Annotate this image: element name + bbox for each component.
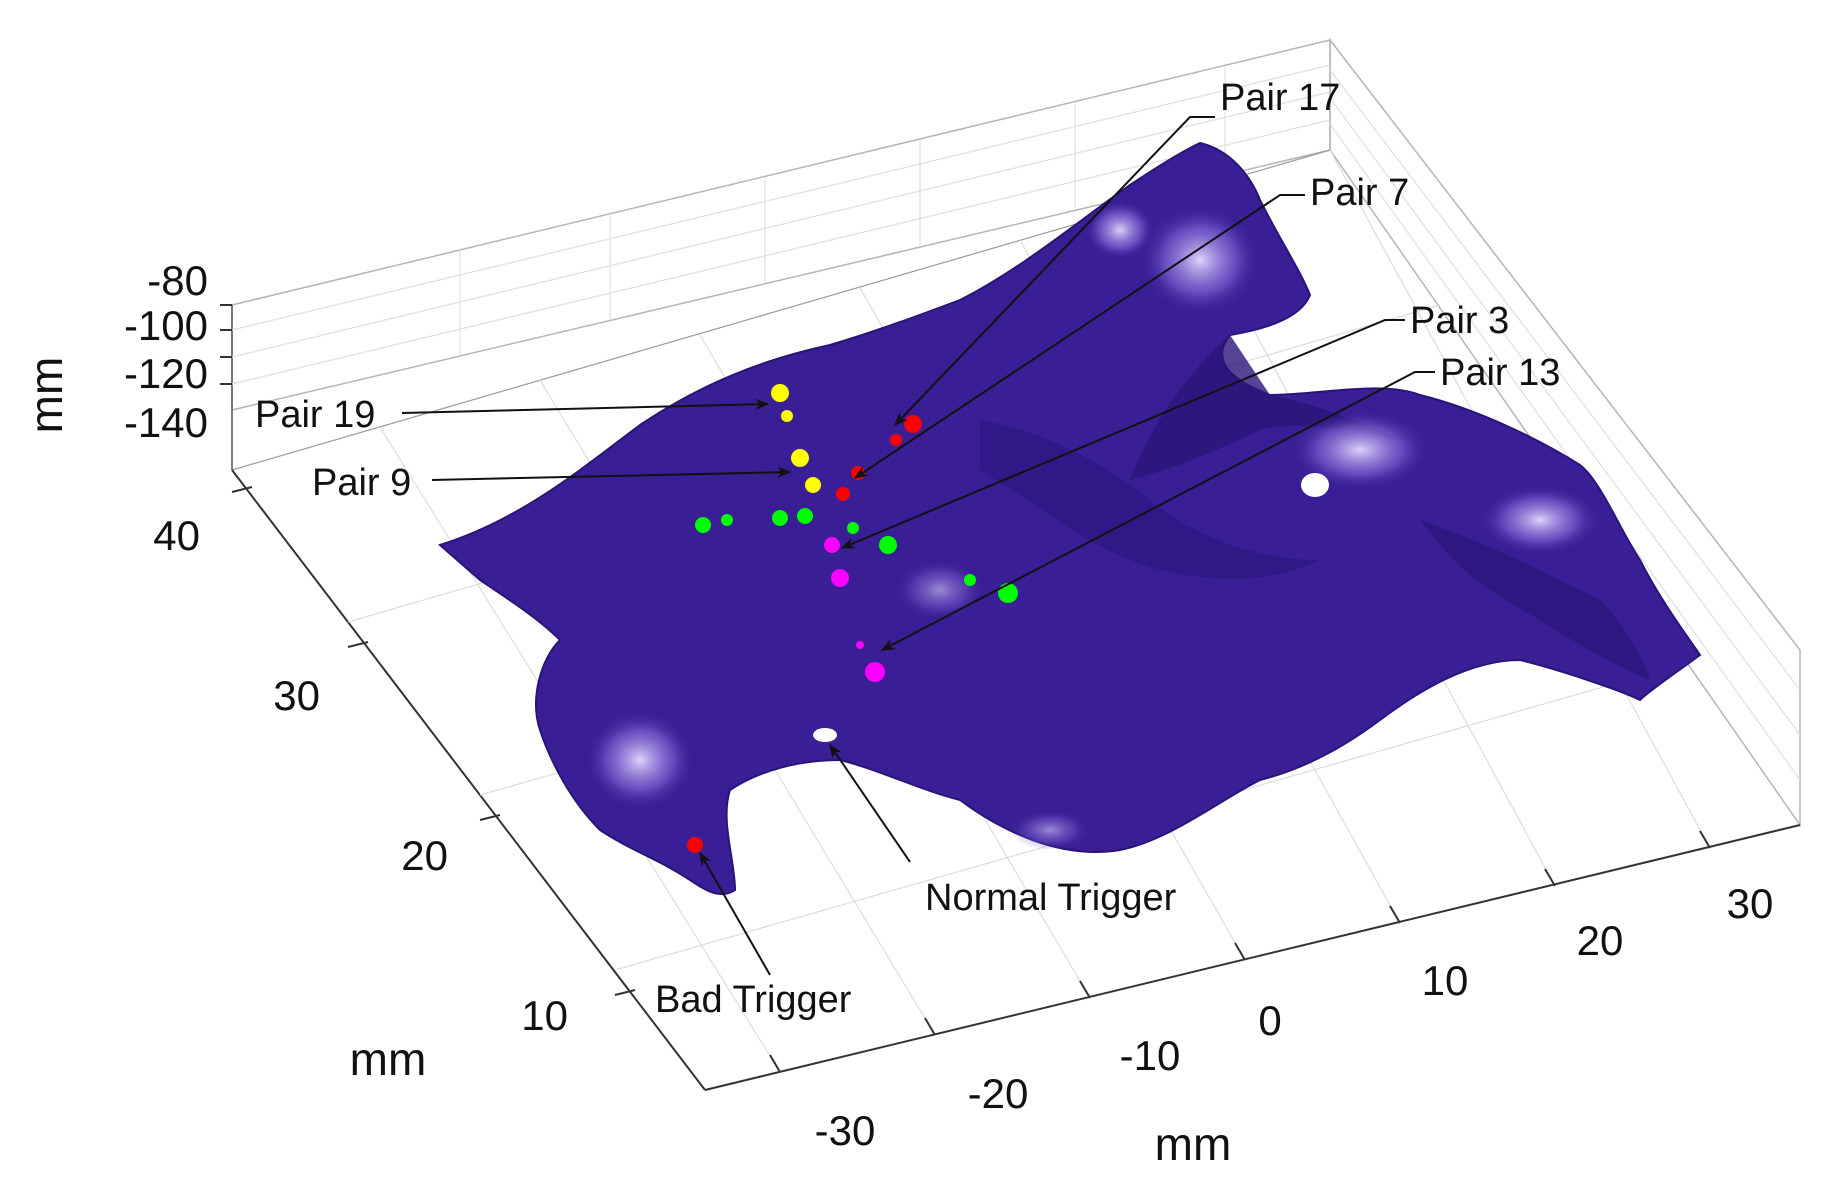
surface-fold-1 — [1130, 335, 1400, 480]
arrow-normal-trigger — [829, 743, 911, 863]
label-normal-trigger: Normal Trigger — [925, 877, 1177, 919]
label-pair3: Pair 3 — [1410, 300, 1509, 342]
x-tick: 0 — [1258, 997, 1281, 1044]
pair13-electrode-a — [856, 641, 864, 649]
x-tick: -30 — [815, 1107, 876, 1154]
y-tick-labels: 40 30 20 10 — [153, 512, 568, 1039]
green-electrode-8 — [998, 583, 1018, 603]
surface-highlight-5 — [1085, 200, 1155, 260]
green-electrode-5 — [847, 522, 859, 534]
surface-highlight-6 — [895, 560, 985, 620]
green-electrode-4 — [797, 508, 813, 524]
surface-fold-2 — [980, 420, 1320, 579]
z-axis-label: mm — [20, 357, 72, 434]
z-tick: -80 — [147, 257, 208, 304]
label-pair13: Pair 13 — [1440, 352, 1560, 394]
arrow-pair19 — [401, 398, 770, 414]
y-tick: 30 — [273, 672, 320, 719]
pair7-electrode-b — [836, 487, 850, 501]
x-tick: 10 — [1422, 957, 1469, 1004]
x-tick: 30 — [1727, 880, 1774, 927]
tick-marks — [220, 304, 1711, 1073]
pair3-electrode-a — [824, 537, 840, 553]
arrow-pair17 — [894, 116, 1215, 427]
cardiac-surface — [437, 141, 1702, 896]
pair19-electrode-b — [781, 410, 793, 422]
pair13-electrode-b — [865, 662, 885, 682]
surface-highlight-2 — [585, 710, 695, 810]
green-electrode-1 — [695, 517, 711, 533]
green-electrode-7 — [964, 574, 976, 586]
surface-highlight-7 — [1010, 810, 1090, 850]
surface-hole-1 — [1301, 473, 1329, 497]
floor-front-edge — [704, 824, 1801, 1091]
green-electrode-3 — [772, 510, 788, 526]
arrow-bad-trigger — [699, 851, 771, 976]
y-tick: 40 — [153, 512, 200, 559]
pair17-electrode-a — [904, 415, 922, 433]
x-tick: -10 — [1120, 1032, 1181, 1079]
label-pair17: Pair 17 — [1220, 77, 1340, 119]
surface-highlight-1 — [1140, 205, 1260, 315]
z-tick: -120 — [124, 350, 208, 397]
back-wall-grid — [231, 64, 1331, 385]
x-axis-label: mm — [1155, 1118, 1232, 1170]
arrow-pair13 — [880, 371, 1435, 651]
x-tick: -20 — [968, 1070, 1029, 1117]
surface-fold-3 — [1420, 520, 1650, 680]
label-pair9: Pair 9 — [312, 462, 411, 504]
annotation-arrows — [401, 116, 1435, 976]
arrow-pair9 — [431, 466, 792, 481]
pair9-electrode-b — [805, 477, 821, 493]
label-pair19: Pair 19 — [255, 394, 375, 436]
right-wall-grid — [1329, 69, 1801, 781]
z-tick-labels: -80 -100 -120 -140 — [124, 257, 208, 446]
y-axis-label: mm — [350, 1033, 427, 1085]
pair9-electrode-a — [791, 449, 809, 467]
bad-trigger-marker — [687, 837, 703, 853]
floor-left-edge — [231, 469, 706, 1091]
y-tick: 10 — [521, 992, 568, 1039]
x-tick-labels: -30 -20 -10 0 10 20 30 — [815, 880, 1774, 1154]
arrow-pair7 — [853, 194, 1305, 479]
z-tick: -140 — [124, 399, 208, 446]
pair19-electrode-a — [771, 384, 789, 402]
y-tick: 20 — [401, 832, 448, 879]
annotation-labels: Pair 17 Pair 7 Pair 3 Pair 13 Pair 19 Pa… — [255, 77, 1560, 1021]
electrode-markers — [687, 384, 1018, 853]
green-electrode-6 — [879, 536, 897, 554]
pair3-electrode-b — [831, 569, 849, 587]
surface-hole-2 — [813, 728, 837, 742]
x-tick: 20 — [1577, 917, 1624, 964]
z-tick: -100 — [124, 302, 208, 349]
surface-highlight-3 — [1290, 410, 1430, 490]
label-pair7: Pair 7 — [1310, 172, 1409, 214]
surface-highlight-4 — [1480, 485, 1600, 555]
pair17-electrode-b — [890, 434, 902, 446]
label-bad-trigger: Bad Trigger — [655, 979, 852, 1021]
green-electrode-2 — [721, 514, 733, 526]
arrow-pair3 — [840, 319, 1405, 549]
